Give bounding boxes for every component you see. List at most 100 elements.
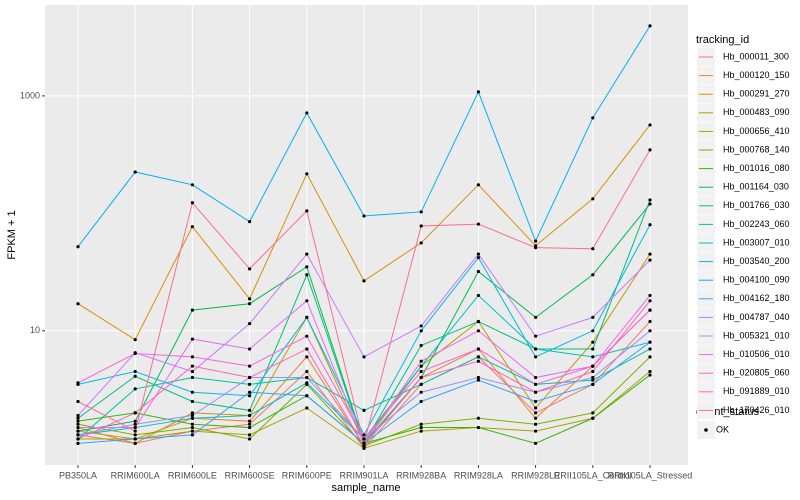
data-point: [133, 387, 137, 391]
data-point: [248, 347, 252, 351]
data-point: [362, 408, 366, 412]
legend-label: Hb_001016_080: [723, 163, 790, 173]
data-point: [248, 375, 252, 380]
data-point: [648, 258, 652, 262]
data-point: [648, 223, 652, 227]
data-point: [76, 413, 80, 418]
data-point: [305, 315, 309, 320]
data-point: [419, 359, 423, 363]
data-point: [648, 373, 652, 377]
data-point: [591, 355, 595, 359]
x-tick-label: RRII105LA_Control: [554, 470, 632, 480]
x-tick-label: RRIM600LA: [111, 470, 160, 480]
data-point: [591, 247, 595, 251]
data-point: [305, 347, 309, 351]
data-point: [190, 375, 194, 380]
data-point: [133, 433, 137, 437]
x-tick-label: RRIM928BA: [396, 470, 446, 480]
data-point: [248, 220, 252, 224]
data-point: [248, 408, 252, 412]
data-point: [190, 364, 194, 368]
data-point: [476, 425, 480, 430]
data-point: [248, 302, 252, 306]
legend-label: Hb_004100_090: [723, 275, 790, 285]
plot-panel: [45, 5, 688, 465]
data-point: [591, 315, 595, 320]
legend-label: Hb_005321_010: [723, 330, 790, 340]
data-point: [534, 429, 538, 433]
data-point: [419, 329, 423, 333]
data-point: [534, 239, 538, 243]
y-axis-label: FPKM + 1: [6, 210, 18, 259]
legend-label: Hb_000656_410: [723, 126, 790, 136]
data-point: [133, 419, 137, 423]
x-tick-label: RRIM901LA: [339, 470, 388, 480]
data-point: [190, 399, 194, 404]
data-point: [591, 116, 595, 120]
legend-label: Hb_001164_030: [723, 182, 789, 192]
data-point: [362, 433, 366, 437]
data-point: [362, 214, 366, 218]
data-point: [476, 378, 480, 382]
data-point: [534, 375, 538, 380]
data-point: [190, 225, 194, 229]
data-point: [648, 347, 652, 351]
data-point: [362, 446, 366, 450]
data-point: [190, 416, 194, 420]
data-point: [476, 375, 480, 380]
data-point: [419, 224, 423, 228]
data-point: [305, 209, 309, 213]
data-point: [534, 390, 538, 394]
data-point: [534, 441, 538, 445]
data-point: [591, 197, 595, 201]
data-point: [591, 340, 595, 344]
data-point: [591, 382, 595, 386]
data-point: [476, 183, 480, 187]
data-point: [591, 378, 595, 382]
data-point: [248, 322, 252, 326]
data-point: [133, 170, 137, 174]
data-point: [476, 293, 480, 298]
data-point: [76, 441, 80, 445]
data-point: [534, 422, 538, 426]
legend-label: Hb_091889_010: [723, 386, 790, 396]
data-point: [190, 433, 194, 437]
x-tick-label: RRIM928LE: [511, 470, 560, 480]
x-tick-label: RRIM928LA: [454, 470, 503, 480]
x-tick-label: RRII105LA_Stressed: [608, 470, 693, 480]
data-point: [190, 183, 194, 187]
data-point: [190, 413, 194, 418]
data-point: [305, 375, 309, 380]
data-point: [476, 269, 480, 274]
y-tick-label: 1000: [20, 90, 40, 100]
data-point: [190, 429, 194, 433]
data-point: [648, 202, 652, 206]
y-tick-label: 10: [30, 325, 40, 335]
data-point: [648, 148, 652, 152]
data-point: [476, 355, 480, 359]
data-point: [133, 437, 137, 441]
data-point: [248, 422, 252, 426]
data-point: [419, 324, 423, 328]
data-point: [76, 416, 80, 420]
data-point: [76, 425, 80, 430]
legend-label: Hb_020805_060: [723, 368, 790, 378]
data-point: [591, 375, 595, 380]
data-point: [534, 406, 538, 410]
data-point: [476, 359, 480, 363]
data-point: [534, 334, 538, 338]
data-point: [305, 334, 309, 338]
data-point: [476, 329, 480, 333]
point-legend-label: OK: [716, 424, 729, 434]
legend-label: Hb_004787_040: [723, 312, 790, 322]
data-point: [305, 273, 309, 277]
legend-title: tracking_id: [696, 34, 749, 46]
data-point: [76, 419, 80, 423]
legend-label: Hb_010506_010: [723, 349, 790, 359]
data-point: [648, 252, 652, 256]
data-point: [476, 319, 480, 324]
data-point: [534, 347, 538, 351]
data-point: [133, 441, 137, 445]
legend-label: Hb_002243_060: [723, 219, 790, 229]
